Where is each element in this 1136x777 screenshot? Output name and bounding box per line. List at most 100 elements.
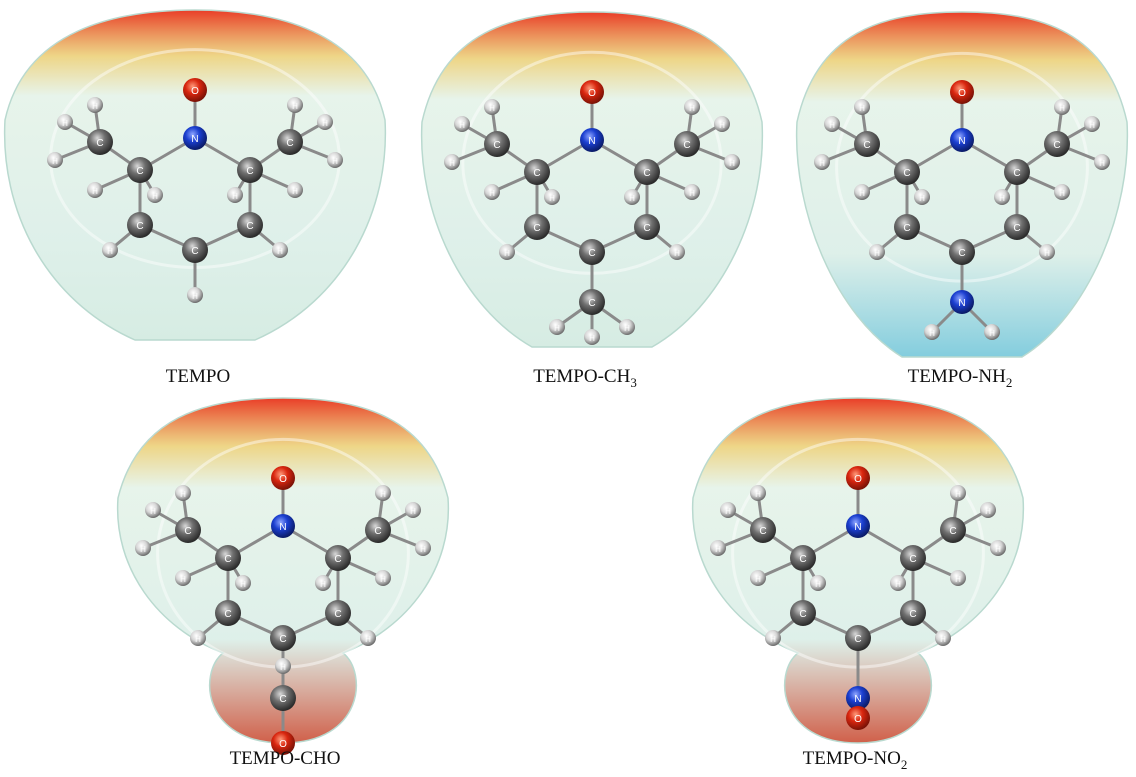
svg-text:H: H [292,187,298,196]
atom-H: H [869,244,885,260]
svg-text:H: H [955,490,961,499]
svg-text:N: N [279,522,286,533]
atom-H: H [814,154,830,170]
atom-C: C [854,131,880,157]
atom-H: H [87,182,103,198]
svg-text:C: C [286,138,293,149]
svg-text:H: H [729,159,735,168]
svg-text:H: H [689,104,695,113]
atom-C: C [325,545,351,571]
atom-N: N [271,514,295,538]
atom-C: C [270,685,296,711]
svg-text:H: H [929,329,935,338]
svg-text:N: N [588,136,595,147]
atom-H: H [47,152,63,168]
svg-text:H: H [919,194,925,203]
svg-text:C: C [958,248,965,259]
atom-H: H [315,575,331,591]
atom-C: C [579,289,605,315]
svg-text:O: O [279,739,287,750]
atom-H: H [549,319,565,335]
atom-H: H [710,540,726,556]
atom-H: H [187,287,203,303]
atom-C: C [215,545,241,571]
atom-C: C [900,600,926,626]
svg-text:C: C [863,140,870,151]
label-tempo-cho: TEMPO-CHO [229,748,341,769]
atom-H: H [375,570,391,586]
atom-O: O [183,78,207,102]
atom-H: H [684,99,700,115]
atom-H: H [750,485,766,501]
svg-text:H: H [449,159,455,168]
svg-text:H: H [1044,249,1050,258]
atom-C: C [1004,214,1030,240]
svg-text:H: H [829,121,835,130]
atom-H: H [190,630,206,646]
svg-text:C: C [224,554,231,565]
atom-H: H [57,114,73,130]
svg-text:C: C [533,168,540,179]
svg-text:C: C [909,554,916,565]
svg-text:C: C [759,526,766,537]
svg-text:C: C [374,526,381,537]
atom-C: C [277,129,303,155]
atom-C: C [845,625,871,651]
atom-C: C [894,159,920,185]
svg-text:H: H [1059,104,1065,113]
atom-C: C [1004,159,1030,185]
svg-text:H: H [624,324,630,333]
svg-text:O: O [279,474,287,485]
svg-text:C: C [334,609,341,620]
svg-text:H: H [92,102,98,111]
svg-text:C: C [136,221,143,232]
atom-N: N [950,290,974,314]
svg-text:H: H [725,507,731,516]
svg-text:H: H [770,635,776,644]
svg-text:C: C [279,694,286,705]
atom-C: C [270,625,296,651]
svg-text:H: H [322,119,328,128]
atom-H: H [854,184,870,200]
atom-C: C [175,517,201,543]
svg-text:H: H [895,580,901,589]
atom-H: H [994,189,1010,205]
svg-text:H: H [140,545,146,554]
svg-text:H: H [755,490,761,499]
atom-H: H [499,244,515,260]
atom-H: H [375,485,391,501]
atom-C: C [894,214,920,240]
label-tempo-no2: TEMPO-NO2 [802,748,908,772]
svg-text:H: H [755,575,761,584]
atom-O: O [846,706,870,730]
atom-N: N [846,514,870,538]
atom-C: C [484,131,510,157]
atom-C: C [524,214,550,240]
svg-text:C: C [1053,140,1060,151]
svg-text:C: C [903,168,910,179]
svg-text:H: H [985,507,991,516]
atom-H: H [750,570,766,586]
svg-text:H: H [689,189,695,198]
atom-O: O [271,466,295,490]
svg-text:H: H [504,249,510,258]
atom-H: H [1094,154,1110,170]
atom-C: C [674,131,700,157]
atom-H: H [87,97,103,113]
atom-C: C [182,237,208,263]
svg-text:N: N [854,694,861,705]
svg-text:C: C [643,168,650,179]
atom-C: C [524,159,550,185]
svg-text:H: H [674,249,680,258]
atom-H: H [619,319,635,335]
atom-H: H [950,570,966,586]
svg-text:H: H [815,580,821,589]
svg-text:H: H [719,121,725,130]
svg-text:C: C [1013,168,1020,179]
atom-C: C [127,212,153,238]
atom-H: H [145,502,161,518]
label-tempo-nh2: TEMPO-NH2 [907,366,1013,390]
atom-H: H [980,502,996,518]
svg-text:C: C [136,166,143,177]
atom-H: H [227,187,243,203]
